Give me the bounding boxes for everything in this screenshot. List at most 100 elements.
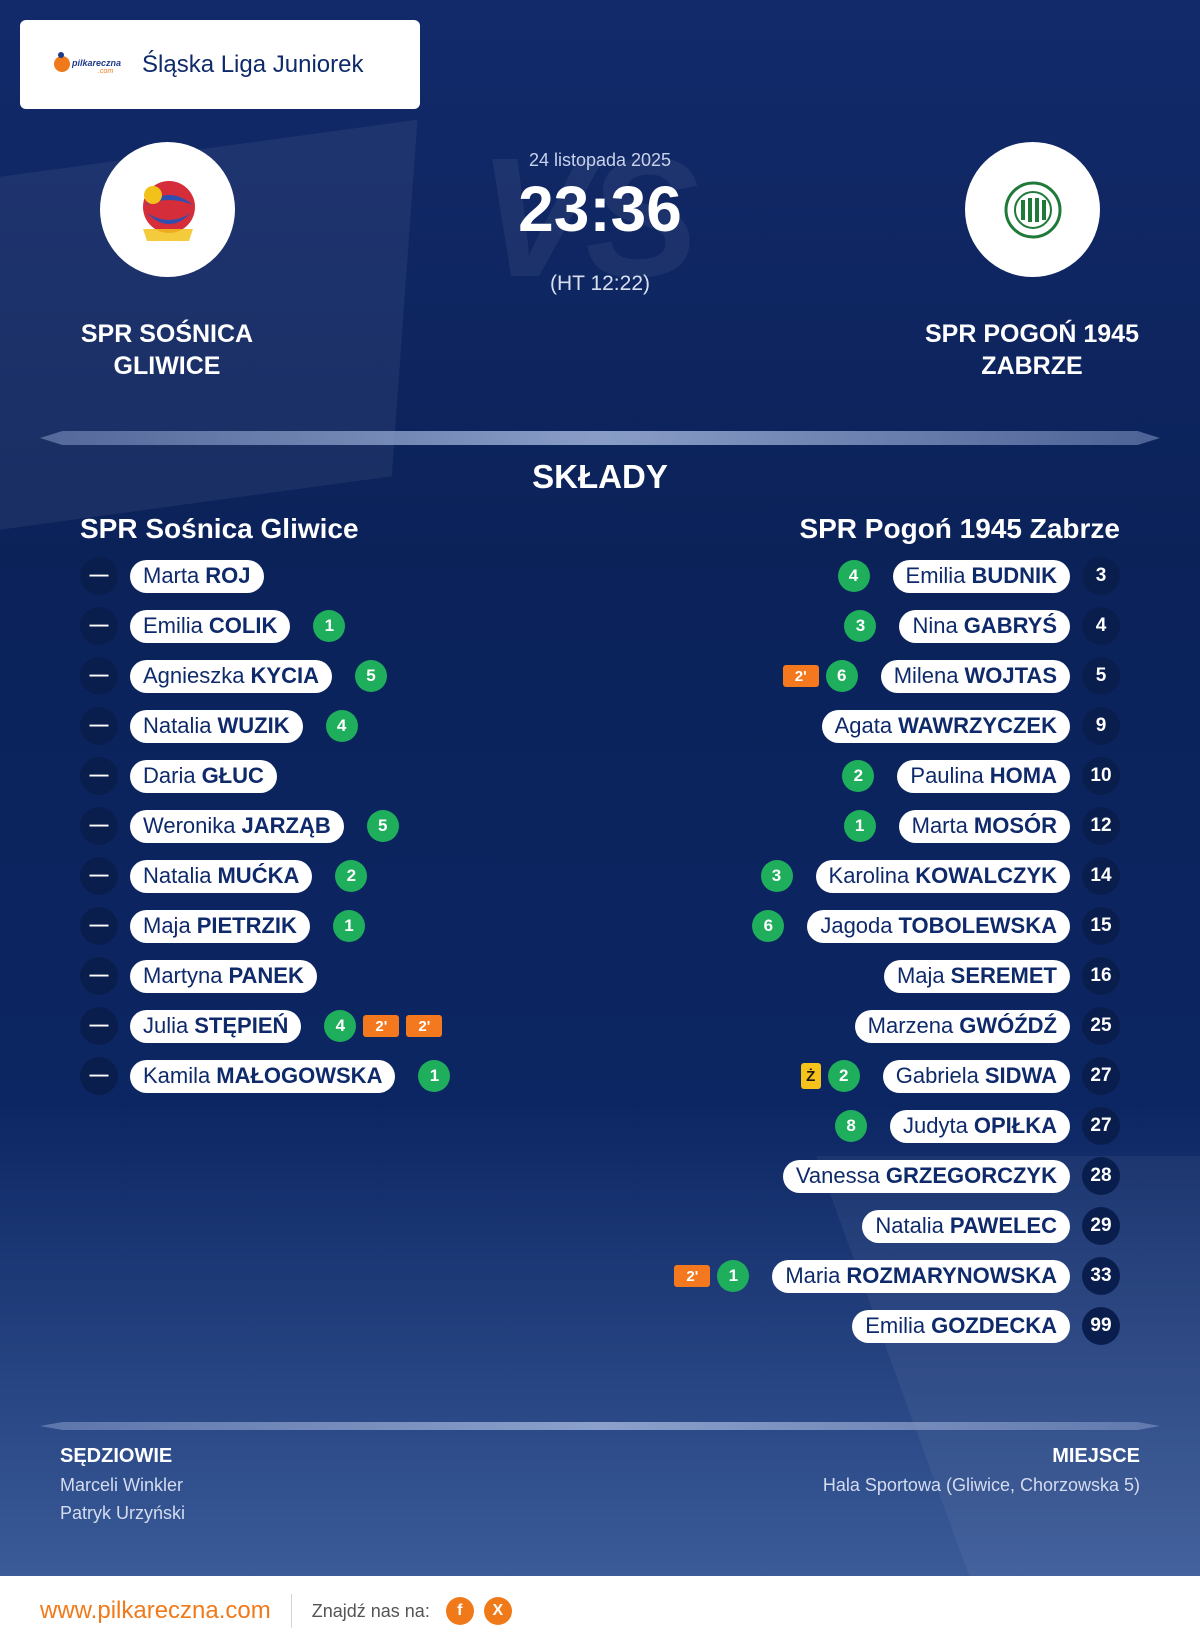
player-first-name: Maria bbox=[785, 1263, 841, 1288]
facebook-icon[interactable]: f bbox=[445, 1597, 474, 1625]
player-stats: 4 bbox=[831, 560, 870, 592]
player-stats: 1 bbox=[418, 1060, 457, 1092]
player-number: 3 bbox=[1082, 557, 1120, 595]
player-number: — bbox=[80, 957, 118, 995]
player-row: — Daria GŁUC bbox=[80, 757, 300, 795]
player-first-name: Nina bbox=[912, 613, 958, 638]
player-first-name: Gabriela bbox=[895, 1063, 979, 1088]
player-row: — Julia STĘPIEŃ 4 2' 2' bbox=[80, 1007, 449, 1045]
player-row: — Maja PIETRZIK 1 bbox=[80, 907, 372, 945]
player-last-name: SEREMET bbox=[950, 963, 1057, 988]
player-first-name: Natalia bbox=[875, 1213, 944, 1238]
player-last-name: KOWALCZYK bbox=[915, 863, 1057, 888]
player-last-name: PANEK bbox=[228, 963, 304, 988]
player-row: 3 Emilia BUDNIK 4 bbox=[831, 557, 1120, 595]
player-number: — bbox=[80, 907, 118, 945]
player-first-name: Emilia bbox=[865, 1313, 926, 1338]
goals-badge: 6 bbox=[752, 910, 785, 942]
player-last-name: PAWELEC bbox=[949, 1213, 1057, 1238]
player-name: Natalia MUĆKA bbox=[130, 859, 313, 893]
goals-badge: 4 bbox=[325, 710, 358, 742]
player-name: Paulina HOMA bbox=[897, 759, 1070, 793]
player-last-name: ROJ bbox=[205, 563, 251, 588]
player-number: 15 bbox=[1082, 907, 1120, 945]
player-number: 16 bbox=[1082, 957, 1120, 995]
match-card: VS pilkareczna .com Śląska Liga Juniorek… bbox=[0, 0, 1200, 1576]
player-number: — bbox=[80, 607, 118, 645]
match-date: 24 listopada 2025 bbox=[528, 150, 672, 170]
player-last-name: WAWRZYCZEK bbox=[898, 713, 1057, 738]
player-row: 28 Vanessa GRZEGORCZYK bbox=[760, 1157, 1120, 1195]
player-name: Julia STĘPIEŃ bbox=[130, 1009, 302, 1043]
player-first-name: Agnieszka bbox=[143, 663, 245, 688]
player-row: 15 Jagoda TOBOLEWSKA 6 bbox=[745, 907, 1120, 945]
player-first-name: Jagoda bbox=[820, 913, 893, 938]
player-row: 9 Agata WAWRZYCZEK bbox=[799, 707, 1120, 745]
player-number: 12 bbox=[1082, 807, 1120, 845]
player-name: Jagoda TOBOLEWSKA bbox=[807, 909, 1070, 943]
player-stats: 2 bbox=[835, 760, 875, 792]
goals-badge: 8 bbox=[835, 1110, 868, 1142]
away-squad-title: SPR Pogoń 1945 Zabrze bbox=[799, 513, 1120, 544]
player-last-name: MUĆKA bbox=[217, 863, 300, 888]
final-score: 23:36 bbox=[518, 173, 682, 245]
player-name: Karolina KOWALCZYK bbox=[815, 859, 1070, 893]
goals-badge: 1 bbox=[717, 1260, 750, 1292]
goals-badge: 3 bbox=[760, 860, 793, 892]
vs-watermark: VS bbox=[478, 123, 699, 313]
player-first-name: Judyta bbox=[903, 1113, 968, 1138]
goals-badge: 4 bbox=[324, 1010, 357, 1042]
player-stats: 6 2' bbox=[776, 660, 858, 692]
player-name: Natalia WUZIK bbox=[130, 709, 303, 743]
suspension-badge: 2' bbox=[782, 665, 819, 687]
player-name: Maria ROZMARYNOWSKA bbox=[772, 1259, 1070, 1293]
player-row: 25 Marzena GWÓŹDŹ bbox=[832, 1007, 1120, 1045]
player-name: Marta ROJ bbox=[130, 559, 264, 593]
player-row: 29 Natalia PAWELEC bbox=[839, 1207, 1120, 1245]
player-last-name: GWÓŹDŹ bbox=[959, 1013, 1057, 1038]
player-number: 4 bbox=[1082, 607, 1120, 645]
player-first-name: Paulina bbox=[910, 763, 984, 788]
player-row: — Emilia COLIK 1 bbox=[80, 607, 352, 645]
player-row: 16 Maja SEREMET bbox=[861, 957, 1120, 995]
player-first-name: Weronika bbox=[143, 813, 236, 838]
player-last-name: KYCIA bbox=[250, 663, 319, 688]
player-last-name: MOSÓR bbox=[973, 813, 1057, 838]
goals-badge: 1 bbox=[332, 910, 365, 942]
site-link[interactable]: www.pilkareczna.com bbox=[40, 1597, 271, 1624]
site-logo[interactable]: pilkareczna .com bbox=[50, 50, 126, 80]
player-number: 10 bbox=[1082, 757, 1120, 795]
player-name: Judyta OPIŁKA bbox=[890, 1109, 1070, 1143]
player-row: 27 Gabriela SIDWA 2 Ż bbox=[794, 1057, 1120, 1095]
player-first-name: Kamila bbox=[143, 1063, 211, 1088]
player-stats: 1 2' bbox=[667, 1260, 750, 1292]
venue-title: MIEJSCE bbox=[1052, 1445, 1140, 1467]
site-logo-suffix: .com bbox=[98, 67, 114, 75]
player-number: 27 bbox=[1082, 1107, 1120, 1145]
goals-badge: 2 bbox=[335, 860, 368, 892]
player-name: Marta MOSÓR bbox=[898, 809, 1070, 843]
league-title: Śląska Liga Juniorek bbox=[142, 50, 364, 78]
player-row: — Natalia WUZIK 4 bbox=[80, 707, 365, 745]
home-squad-title: SPR Sośnica Gliwice bbox=[80, 513, 359, 544]
player-stats: 5 bbox=[354, 660, 394, 692]
player-number: — bbox=[80, 807, 118, 845]
x-icon[interactable]: X bbox=[483, 1597, 512, 1625]
player-number: — bbox=[80, 1057, 118, 1095]
player-first-name: Marta bbox=[143, 563, 200, 588]
suspension-badge: 2' bbox=[406, 1015, 443, 1037]
away-team-name: SPR POGOŃ 1945 ZABRZE bbox=[925, 320, 1139, 380]
player-stats: 8 bbox=[828, 1110, 868, 1142]
player-last-name: ROZMARYNOWSKA bbox=[846, 1263, 1057, 1288]
player-first-name: Marta bbox=[911, 813, 968, 838]
player-name: Milena WOJTAS bbox=[880, 659, 1070, 693]
player-stats: 4 bbox=[325, 710, 365, 742]
player-first-name: Natalia bbox=[143, 713, 212, 738]
player-name: Maja PIETRZIK bbox=[130, 909, 310, 943]
player-name: Marzena GWÓŹDŹ bbox=[854, 1009, 1070, 1043]
sosnica-crest-icon bbox=[142, 180, 195, 241]
player-name: Weronika JARZĄB bbox=[130, 809, 344, 843]
player-last-name: JARZĄB bbox=[241, 813, 331, 838]
venue-name: Hala Sportowa (Gliwice, Chorzowska 5) bbox=[822, 1475, 1140, 1495]
